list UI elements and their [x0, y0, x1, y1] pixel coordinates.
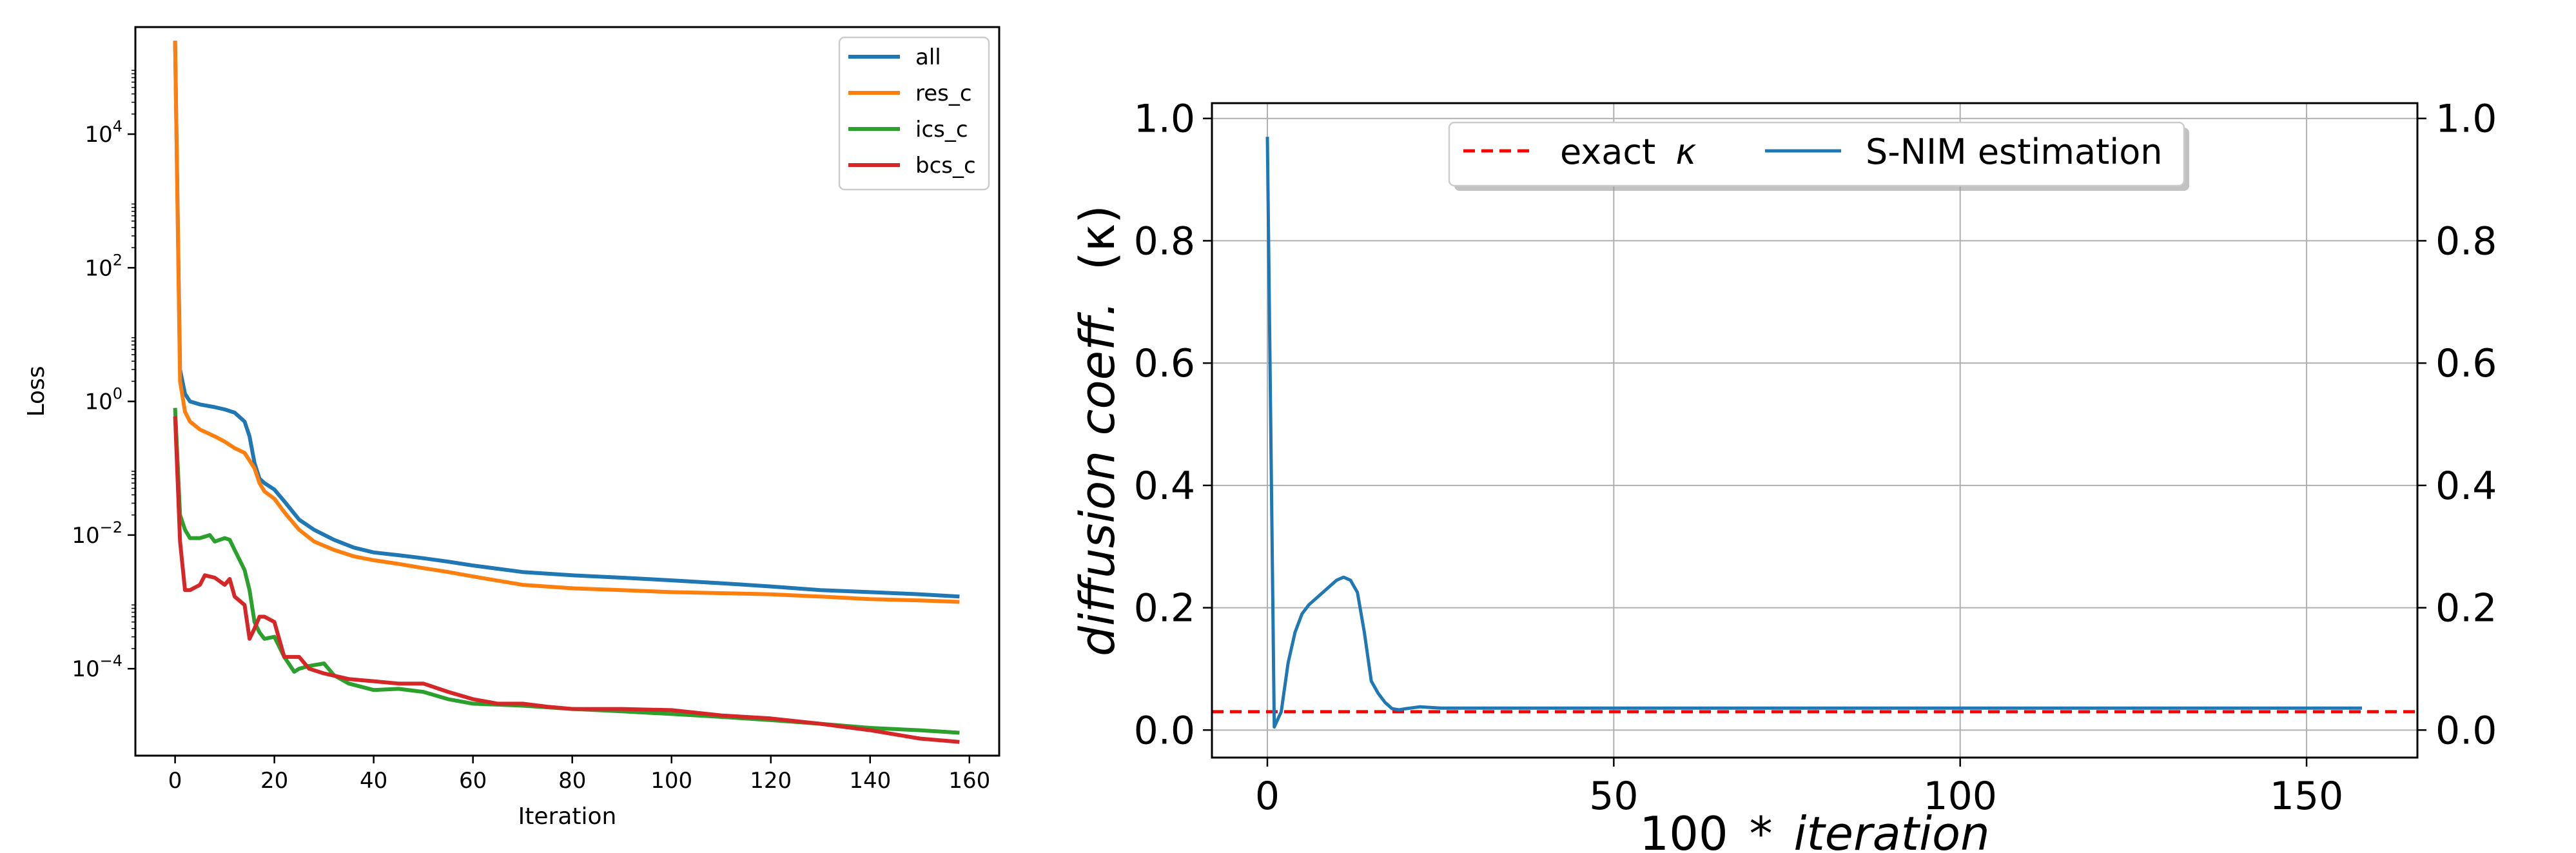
- tick-exponent: −4: [100, 652, 122, 670]
- snim-estimation-line: [1265, 137, 2362, 729]
- y-label-symbol: (κ): [1070, 205, 1126, 270]
- tick-exponent: 0: [113, 385, 122, 403]
- loss-x-ticks: 0 20 40 60 80 100 120 140 160: [168, 756, 990, 794]
- tick-exponent: −2: [100, 518, 122, 536]
- kappa-x-tick-label: 100: [1923, 774, 1997, 819]
- kappa-y-ticks-right: 0.0 0.2 0.4 0.6 0.8 1.0: [2417, 97, 2497, 753]
- kappa-right-y-tick-label: 0.2: [2435, 586, 2497, 631]
- loss-series-line-bcs-c: [173, 416, 960, 744]
- kappa-chart: 0 50 100 150 0.00.20.40.60.81.0 0.00.20.40.…: [1070, 97, 2497, 853]
- legend-exact-symbol: κ: [1675, 132, 1696, 172]
- loss-series-line-ics-c: [173, 407, 960, 735]
- kappa-x-axis-label: 100 * iteration: [1639, 807, 1989, 853]
- kappa-plot-frame: [1211, 102, 2419, 759]
- loss-x-tick-label: 80: [558, 768, 586, 794]
- kappa-right-y-tick-label: 1.0: [2435, 97, 2497, 142]
- loss-x-tick-label: 140: [849, 768, 891, 794]
- kappa-right-y-tick-label: 0.8: [2435, 219, 2497, 264]
- loss-y-tick-label: 100: [84, 385, 122, 415]
- kappa-y-tick-label: 1.0: [1134, 97, 1195, 142]
- kappa-y-ticks-left: 0.0 0.2 0.4 0.6 0.8 1.0: [1134, 97, 1212, 753]
- x-label-operator: *: [1750, 807, 1773, 853]
- loss-series-group: [173, 41, 960, 744]
- loss-chart: 0 20 40 60 80 100 120 140 160 10−410−2100102104 …: [23, 26, 1000, 830]
- loss-legend-box: [838, 36, 990, 191]
- tick-base: 10: [72, 523, 99, 549]
- loss-x-tick-label: 160: [948, 768, 990, 794]
- x-label-suffix: iteration: [1794, 807, 1990, 853]
- loss-x-tick-label: 100: [650, 768, 692, 794]
- kappa-x-ticks: 0 50 100 150: [1255, 758, 2343, 819]
- legend-exact-label: exact κ: [1560, 132, 1696, 172]
- kappa-y-tick-label: 0.8: [1134, 219, 1195, 264]
- loss-legend-label: bcs_c: [915, 153, 976, 179]
- loss-y-tick-label: 102: [84, 251, 122, 281]
- tick-base: 10: [84, 389, 112, 415]
- kappa-series-group: [1265, 137, 2362, 729]
- kappa-grid: [1212, 103, 2417, 758]
- loss-x-tick-label: 20: [260, 768, 288, 794]
- kappa-y-axis-label: diffusion coeff. (κ): [1070, 205, 1126, 656]
- loss-y-tick-label: 10−2: [72, 518, 122, 549]
- loss-y-axis-label: Loss: [23, 366, 50, 417]
- kappa-y-tick-label: 0.6: [1134, 341, 1195, 386]
- legend-exact-name: exact: [1560, 132, 1655, 172]
- loss-legend-label: ics_c: [915, 117, 968, 142]
- loss-legend-items: all res_c ics_c bcs_c: [848, 44, 976, 179]
- tick-exponent: 2: [113, 251, 122, 269]
- kappa-x-tick-label: 150: [2270, 774, 2344, 819]
- kappa-x-tick-label: 0: [1255, 774, 1280, 819]
- tick-exponent: 4: [113, 117, 122, 135]
- kappa-y-tick-label: 0.4: [1134, 464, 1195, 509]
- kappa-legend: exact κ S-NIM estimation: [1448, 121, 2189, 191]
- loss-series-line-res-c: [173, 41, 960, 604]
- y-label-text: diffusion coeff.: [1070, 301, 1126, 656]
- kappa-right-y-tick-label: 0.4: [2435, 464, 2497, 509]
- x-label-prefix: 100: [1639, 807, 1728, 853]
- kappa-legend-box: [1448, 121, 2185, 187]
- loss-x-tick-label: 60: [459, 768, 487, 794]
- loss-y-tick-label: 104: [84, 117, 122, 148]
- loss-legend-label: res_c: [915, 81, 972, 106]
- kappa-y-tick-label: 0.0: [1134, 708, 1195, 753]
- loss-y-tick-label: 10−4: [72, 652, 122, 682]
- loss-x-tick-label: 0: [168, 768, 182, 794]
- tick-base: 10: [84, 122, 112, 148]
- tick-base: 10: [84, 255, 112, 281]
- kappa-x-tick-label: 50: [1589, 774, 1638, 819]
- tick-base: 10: [72, 656, 99, 682]
- kappa-y-tick-label: 0.2: [1134, 586, 1195, 631]
- loss-series-line-all: [173, 41, 960, 599]
- loss-x-tick-label: 40: [360, 768, 387, 794]
- loss-x-tick-label: 120: [750, 768, 792, 794]
- kappa-right-y-tick-label: 0.0: [2435, 708, 2497, 753]
- loss-legend-label: all: [915, 44, 941, 70]
- kappa-right-y-tick-label: 0.6: [2435, 341, 2497, 386]
- loss-plot-frame: [134, 26, 1000, 757]
- legend-snim-label: S-NIM estimation: [1866, 132, 2163, 172]
- loss-x-axis-label: Iteration: [518, 803, 617, 830]
- loss-legend: all res_c ics_c bcs_c: [838, 36, 990, 191]
